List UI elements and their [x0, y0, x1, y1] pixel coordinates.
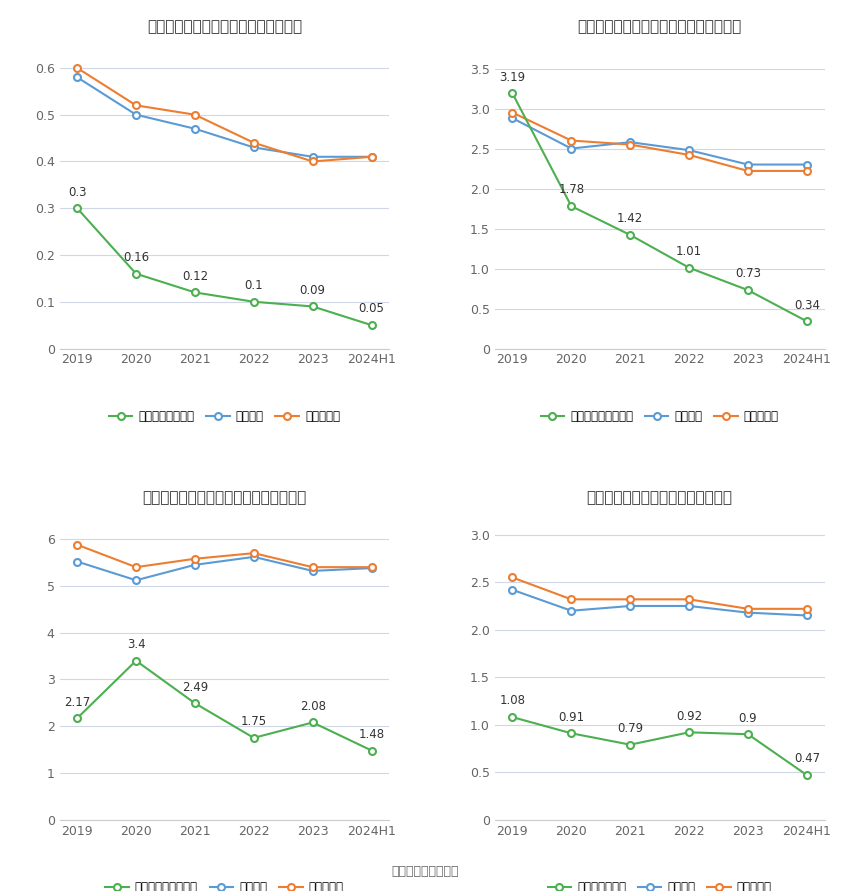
Legend: 公司固定资产周转率, 行业均值, 行业中位数: 公司固定资产周转率, 行业均值, 行业中位数 — [536, 405, 784, 428]
Text: 0.16: 0.16 — [123, 251, 149, 264]
Text: 2.49: 2.49 — [182, 681, 208, 693]
Text: 0.9: 0.9 — [739, 712, 757, 724]
Legend: 公司应收账款周转率, 行业均值, 行业中位数: 公司应收账款周转率, 行业均值, 行业中位数 — [100, 877, 348, 891]
Text: 1.75: 1.75 — [241, 715, 267, 728]
Text: 0.05: 0.05 — [359, 302, 384, 315]
Title: 德展健康历年应收账款周转率情况（次）: 德展健康历年应收账款周转率情况（次） — [142, 490, 307, 505]
Text: 1.78: 1.78 — [558, 184, 584, 196]
Text: 0.34: 0.34 — [794, 298, 820, 312]
Text: 2.08: 2.08 — [300, 699, 326, 713]
Text: 3.4: 3.4 — [127, 638, 145, 651]
Text: 0.3: 0.3 — [68, 185, 87, 199]
Text: 0.73: 0.73 — [735, 267, 761, 281]
Text: 2.17: 2.17 — [64, 696, 90, 708]
Legend: 公司总资产周转率, 行业均值, 行业中位数: 公司总资产周转率, 行业均值, 行业中位数 — [104, 405, 344, 428]
Text: 0.12: 0.12 — [182, 270, 208, 282]
Text: 1.48: 1.48 — [359, 728, 385, 740]
Text: 0.91: 0.91 — [558, 710, 584, 723]
Text: 数据来源：恒生聚源: 数据来源：恒生聚源 — [391, 864, 459, 878]
Text: 0.47: 0.47 — [794, 752, 820, 765]
Legend: 公司存货周转率, 行业均值, 行业中位数: 公司存货周转率, 行业均值, 行业中位数 — [543, 877, 776, 891]
Text: 0.79: 0.79 — [617, 722, 643, 735]
Title: 德展健康历年存货周转率情况（次）: 德展健康历年存货周转率情况（次） — [586, 490, 733, 505]
Text: 1.01: 1.01 — [676, 245, 702, 258]
Text: 3.19: 3.19 — [499, 70, 525, 84]
Title: 德展健康历年固定资产周转率情况（次）: 德展健康历年固定资产周转率情况（次） — [577, 19, 742, 34]
Text: 0.09: 0.09 — [300, 283, 326, 297]
Text: 1.08: 1.08 — [500, 694, 525, 707]
Text: 1.42: 1.42 — [617, 212, 643, 225]
Text: 0.92: 0.92 — [676, 709, 702, 723]
Text: 0.1: 0.1 — [245, 279, 264, 292]
Title: 德展健康历年总资产周转率情况（次）: 德展健康历年总资产周转率情况（次） — [147, 19, 302, 34]
